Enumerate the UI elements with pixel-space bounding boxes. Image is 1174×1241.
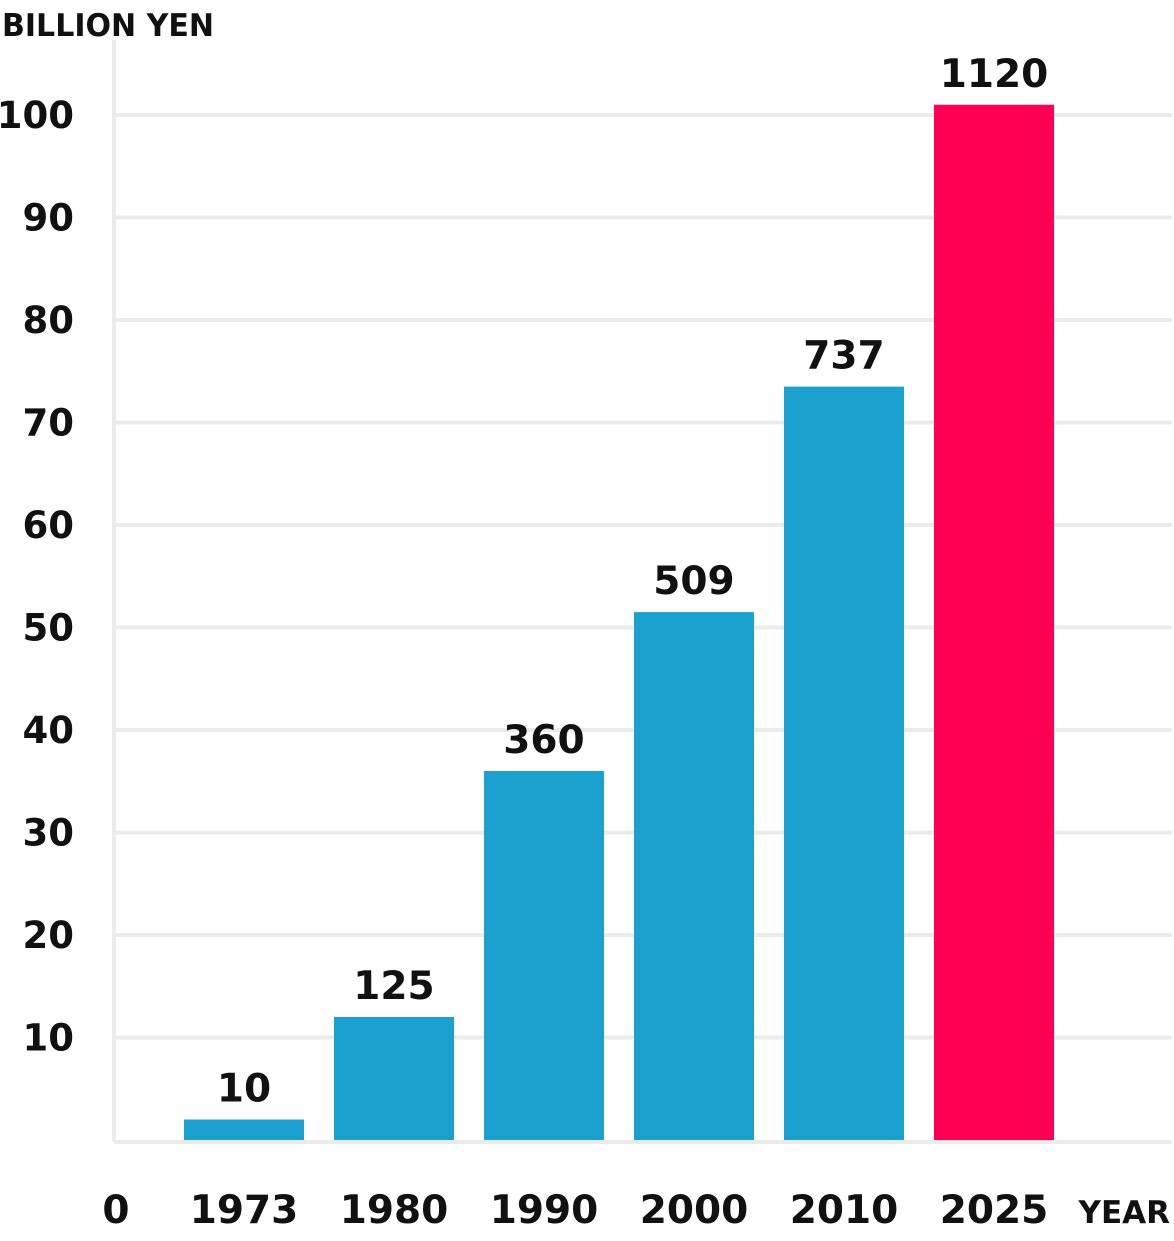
x-tick-labels: 1973 1980 1990 2000 2010 2025 bbox=[190, 1188, 1049, 1233]
y-tick-label: 20 bbox=[23, 914, 75, 957]
x-tick-label-1990: 1990 bbox=[490, 1188, 599, 1233]
bar-1980 bbox=[334, 1017, 454, 1140]
y-tick-label: 40 bbox=[23, 709, 75, 752]
origin-label: 0 bbox=[102, 1188, 129, 1233]
data-label-1973: 10 bbox=[217, 1067, 271, 1112]
bar-2025 bbox=[934, 104, 1054, 1140]
y-tick-label: 60 bbox=[23, 504, 75, 547]
bar-2000 bbox=[634, 612, 754, 1140]
y-tick-labels: 10 20 30 40 50 60 70 80 90 100 bbox=[0, 94, 74, 1060]
x-axis-title: YEAR bbox=[1078, 1195, 1171, 1231]
data-label-1990: 360 bbox=[503, 718, 584, 763]
y-tick-label: 30 bbox=[23, 812, 75, 855]
x-tick-label-2010: 2010 bbox=[790, 1188, 899, 1233]
x-tick-label-2025: 2025 bbox=[940, 1188, 1049, 1233]
x-tick-label-1980: 1980 bbox=[340, 1188, 449, 1233]
x-tick-label-1973: 1973 bbox=[190, 1188, 299, 1233]
y-tick-label: 50 bbox=[23, 607, 75, 650]
bars bbox=[184, 104, 1054, 1140]
bar-2010 bbox=[784, 386, 904, 1140]
y-tick-label: 10 bbox=[23, 1017, 75, 1060]
y-tick-label: 90 bbox=[23, 197, 75, 240]
y-tick-label: 100 bbox=[0, 94, 74, 137]
y-axis-title: BILLION YEN bbox=[2, 8, 214, 44]
data-labels: 10 125 360 509 737 1120 bbox=[217, 52, 1048, 1112]
data-label-2010: 737 bbox=[803, 334, 884, 379]
data-label-2025: 1120 bbox=[940, 52, 1049, 97]
bar-1990 bbox=[484, 771, 604, 1140]
data-label-2000: 509 bbox=[653, 559, 734, 604]
bar-1973 bbox=[184, 1119, 304, 1140]
x-tick-label-2000: 2000 bbox=[640, 1188, 749, 1233]
data-label-1980: 125 bbox=[353, 964, 434, 1009]
y-tick-label: 70 bbox=[23, 402, 75, 445]
y-tick-label: 80 bbox=[23, 299, 75, 342]
